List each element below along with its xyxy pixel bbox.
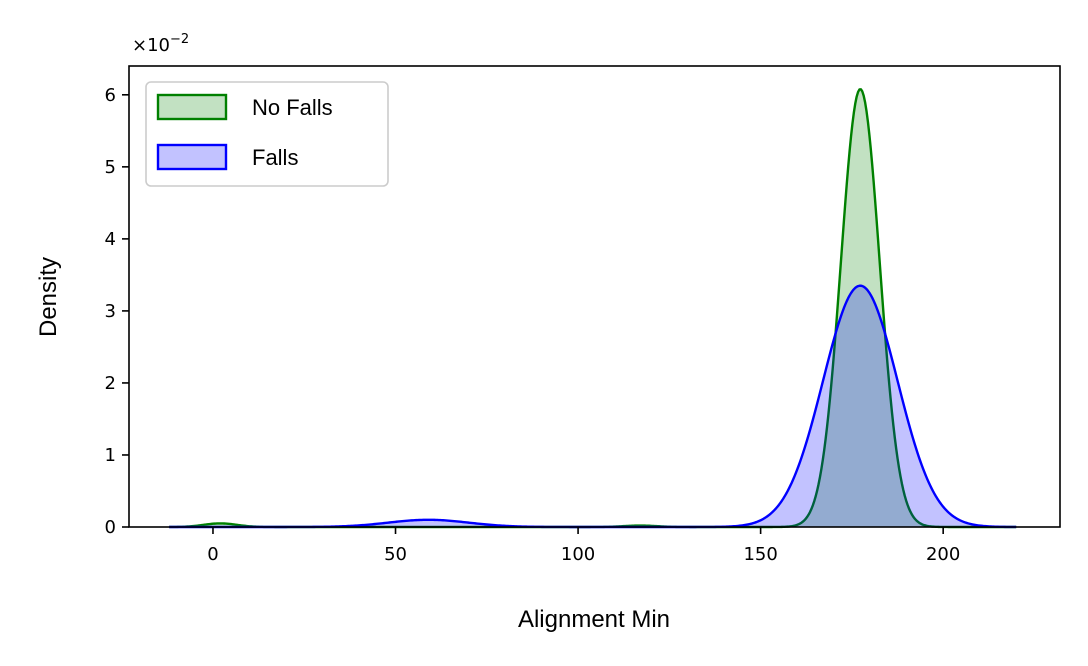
y-tick-label: 4 (105, 229, 116, 250)
y-offset-label: ×10−2 (132, 32, 189, 56)
density-fill-0 (169, 89, 1017, 528)
legend-label-no-falls: No Falls (252, 95, 333, 120)
y-tick-label: 3 (105, 301, 116, 322)
plot-frame (128, 65, 1061, 528)
x-tick-label: 200 (926, 544, 960, 565)
density-fill-1 (169, 285, 1017, 527)
y-offset-base: ×10 (132, 35, 170, 56)
y-tick-label: 6 (105, 85, 116, 106)
legend-frame (145, 81, 389, 187)
y-tick-label: 1 (105, 445, 116, 466)
x-tick-label: 0 (207, 544, 218, 565)
legend-label-falls: Falls (252, 145, 298, 170)
legend-swatch-falls (156, 143, 228, 171)
x-tick-label: 50 (384, 544, 407, 565)
legend: No Falls Falls (145, 81, 389, 187)
y-tick-label: 2 (105, 373, 116, 394)
x-tick-label: 150 (743, 544, 777, 565)
y-tick-label: 0 (105, 517, 116, 538)
y-axis-ticks: 0 1 2 3 4 5 6 (105, 85, 129, 538)
x-axis-label: Alignment Min (518, 606, 670, 633)
x-axis-ticks: 0 50 100 150 200 (207, 527, 960, 565)
y-offset-exponent: −2 (170, 32, 189, 47)
y-axis-label: Density (35, 257, 62, 337)
x-tick-label: 100 (561, 544, 595, 565)
legend-swatch-no-falls (156, 93, 228, 121)
y-tick-label: 5 (105, 157, 116, 178)
